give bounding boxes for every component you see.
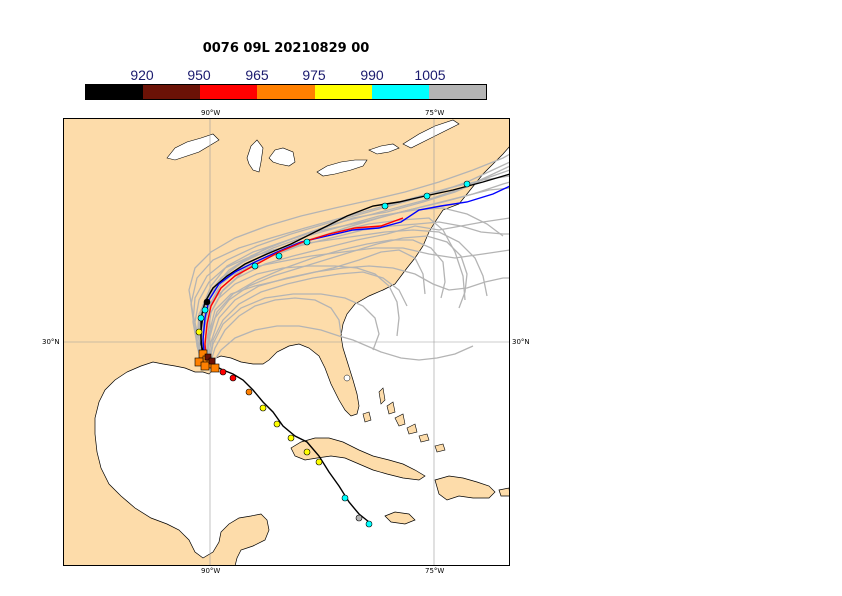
colorbar-label: 975 [302,67,326,83]
lon-tick-top: 90°W [201,109,221,117]
lat-tick-right: 30°N [512,338,530,346]
land-bahamas [362,387,446,453]
land-jamaica [384,511,416,525]
colorbar-seg-5 [314,85,372,99]
colorbar-seg-4 [257,85,315,99]
land-cuba [290,437,426,481]
forecast-markers [195,180,471,336]
colorbar-label: 1005 [414,67,446,83]
great-lakes [166,133,400,177]
land-hispaniola [434,475,496,501]
colorbar-label: 950 [187,67,211,83]
colorbar-label: 990 [360,67,384,83]
colorbar-seg-1 [86,85,144,99]
lake-okeechobee [343,374,351,382]
colorbar-seg-6 [371,85,429,99]
colorbar-label: 965 [245,67,269,83]
lon-tick-bottom: 90°W [201,567,221,575]
map-title: 0076 09L 20210829 00 [202,41,370,56]
colorbar-seg-2 [143,85,201,99]
land-puerto-rico [498,487,510,497]
lon-tick-top: 75°W [425,109,445,117]
observed-markers [219,368,373,528]
track-map [63,118,510,566]
colorbar-seg-7 [428,85,486,99]
colorbar-seg-3 [200,85,258,99]
map-frame [63,118,510,566]
st-lawrence [402,119,460,149]
lon-tick-bottom: 75°W [425,567,445,575]
pressure-colorbar [85,84,487,100]
colorbar-label: 920 [130,67,154,83]
lat-tick-left: 30°N [42,338,60,346]
landfall-markers [194,349,220,373]
